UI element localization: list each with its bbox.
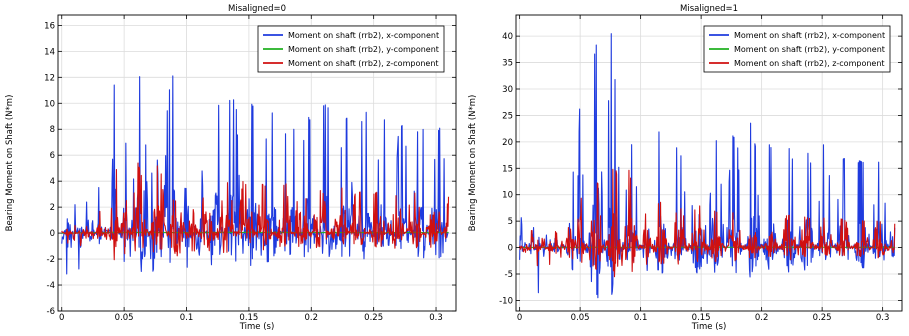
y-tick-label: 8 xyxy=(50,125,55,135)
legend-label-y: Moment on shaft (rrb2), y-component xyxy=(288,45,439,54)
y-tick-label: 6 xyxy=(50,151,55,161)
chart-panel-misaligned-0: 0 0.05 0.1 0.15 0.2 0.25 0.3 -6 -4 -2 0 2 4 6 8 10 12 14 1… xyxy=(5,4,457,332)
x-axis-label: Time (s) xyxy=(691,322,727,332)
series-line-z-component xyxy=(61,162,450,261)
x-tick-label: 0.3 xyxy=(876,313,890,323)
legend-box xyxy=(257,25,445,73)
y-axis-label: Bearing Moment on Shaft (N*m) xyxy=(468,95,478,232)
y-tick-label: 2 xyxy=(50,203,55,213)
y-tick-label: 40 xyxy=(502,32,513,42)
x-tick-label: 0.25 xyxy=(364,313,383,323)
x-tick-label: 0.1 xyxy=(180,313,194,323)
y-tick-label: 0 xyxy=(50,229,55,239)
plot-frame xyxy=(515,14,903,312)
x-tick-label: 0.2 xyxy=(305,313,319,323)
legend: Moment on shaft (rrb2), x-component Momen… xyxy=(257,25,445,73)
x-tick-label: 0.25 xyxy=(813,313,832,323)
x-tick-label: 0.05 xyxy=(115,313,134,323)
y-tick-label: 35 xyxy=(502,59,513,69)
x-tick-label: 0.15 xyxy=(239,313,258,323)
chart-title: Misaligned=0 xyxy=(228,4,286,14)
y-tick-label: 14 xyxy=(44,47,55,57)
legend-label-x: Moment on shaft (rrb2), x-component xyxy=(288,31,439,40)
y-tick-label: -2 xyxy=(47,255,55,265)
y-tick-label: 10 xyxy=(44,99,55,109)
series-group xyxy=(61,75,450,275)
x-tick-label: 0 xyxy=(59,313,64,323)
y-tick-label: 20 xyxy=(502,138,513,148)
legend-box xyxy=(703,25,891,73)
chart-panel-misaligned-1: 0 0.05 0.1 0.15 0.2 0.25 0.3 -10 -5 0 5 10 15 20 25 30 3… xyxy=(468,4,903,332)
x-axis-label: Time (s) xyxy=(239,322,275,332)
series-line-z-component xyxy=(519,168,896,278)
x-tick-label: 0.05 xyxy=(571,313,590,323)
legend-label-z: Moment on shaft (rrb2), z-component xyxy=(288,59,439,68)
plot-frame xyxy=(57,14,457,312)
chart-title: Misaligned=1 xyxy=(680,4,738,14)
series-line-x-component xyxy=(61,75,449,275)
y-tick-label: 10 xyxy=(502,191,513,201)
x-tick-label: 0.3 xyxy=(429,313,443,323)
y-tick-label: -5 xyxy=(505,270,513,280)
series-group xyxy=(519,33,896,299)
y-tick-label: -10 xyxy=(499,296,513,306)
y-tick-label: 12 xyxy=(44,73,55,83)
legend-label-y: Moment on shaft (rrb2), y-component xyxy=(734,45,885,54)
y-tick-label: 15 xyxy=(502,164,513,174)
y-tick-label: 4 xyxy=(50,177,55,187)
x-tick-label: 0.15 xyxy=(692,313,711,323)
y-tick-label: 25 xyxy=(502,111,513,121)
y-tick-label: 0 xyxy=(508,244,513,254)
legend: Moment on shaft (rrb2), x-component Momen… xyxy=(703,25,891,73)
y-axis-label: Bearing Moment on Shaft (N*m) xyxy=(5,95,15,232)
x-tick-label: 0 xyxy=(517,313,522,323)
legend-label-z: Moment on shaft (rrb2), z-component xyxy=(734,59,885,68)
y-tick-label: 5 xyxy=(508,217,513,227)
y-tick-label: -4 xyxy=(47,281,55,291)
x-tick-label: 0.1 xyxy=(634,313,648,323)
legend-label-x: Moment on shaft (rrb2), x-component xyxy=(734,31,885,40)
y-tick-label: -6 xyxy=(47,307,55,317)
y-tick-label: 16 xyxy=(44,21,55,31)
x-tick-label: 0.2 xyxy=(755,313,769,323)
y-tick-label: 30 xyxy=(502,85,513,95)
